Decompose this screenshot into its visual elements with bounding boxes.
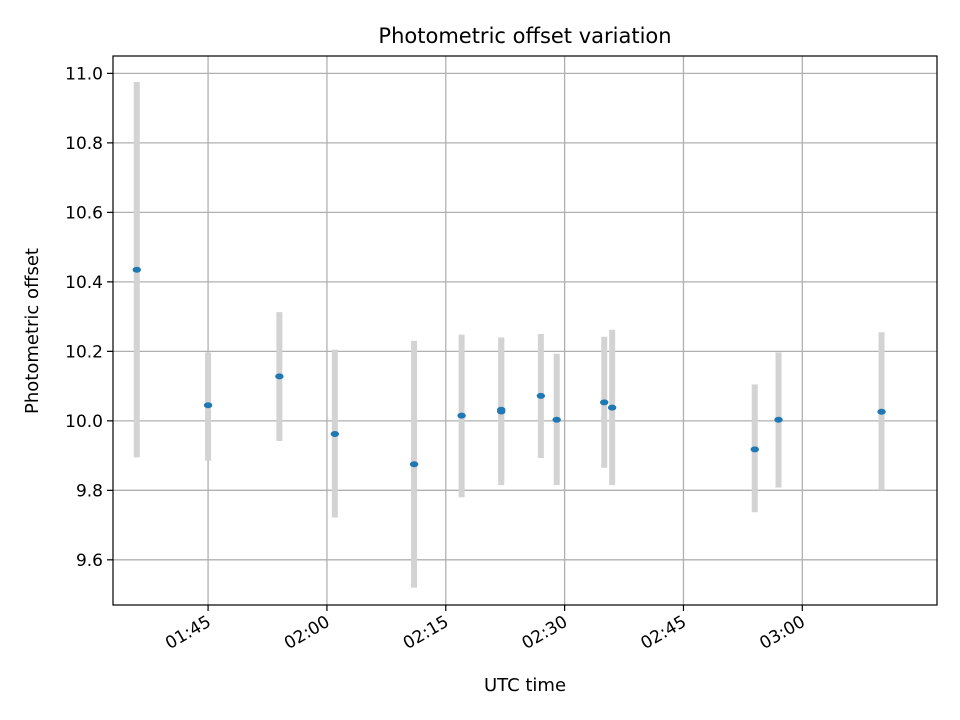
y-tick-label: 10.8: [65, 134, 103, 154]
data-point: [600, 399, 609, 406]
data-point: [607, 404, 617, 411]
y-tick-label: 9.8: [76, 481, 103, 501]
data-points: [132, 266, 886, 468]
data-point: [203, 402, 213, 409]
data-point: [536, 392, 546, 399]
data-point: [330, 431, 340, 438]
data-point: [409, 461, 419, 468]
data-point: [497, 408, 506, 415]
x-axis-title: UTC time: [484, 675, 566, 696]
y-tick-label: 9.6: [76, 551, 103, 571]
data-point: [877, 408, 886, 415]
data-point: [275, 373, 284, 380]
data-point: [774, 416, 783, 423]
data-point: [457, 412, 466, 419]
y-tick-label: 10.6: [65, 203, 103, 223]
y-tick-label: 10.0: [65, 412, 103, 432]
chart-title: Photometric offset variation: [378, 24, 671, 48]
y-axis-ticks: 9.6 9.8 10.0 10.2 10.4 10.6 10.8 11.0: [65, 64, 113, 571]
y-tick-label: 10.2: [65, 342, 103, 362]
data-point: [750, 446, 759, 453]
y-axis-title: Photometric offset: [22, 248, 43, 414]
plot-area-frame: [112, 55, 938, 606]
y-tick-label: 11.0: [65, 64, 103, 84]
grid: [113, 56, 937, 605]
data-point: [132, 266, 141, 273]
y-tick-label: 10.4: [65, 273, 103, 293]
data-point: [552, 416, 561, 423]
